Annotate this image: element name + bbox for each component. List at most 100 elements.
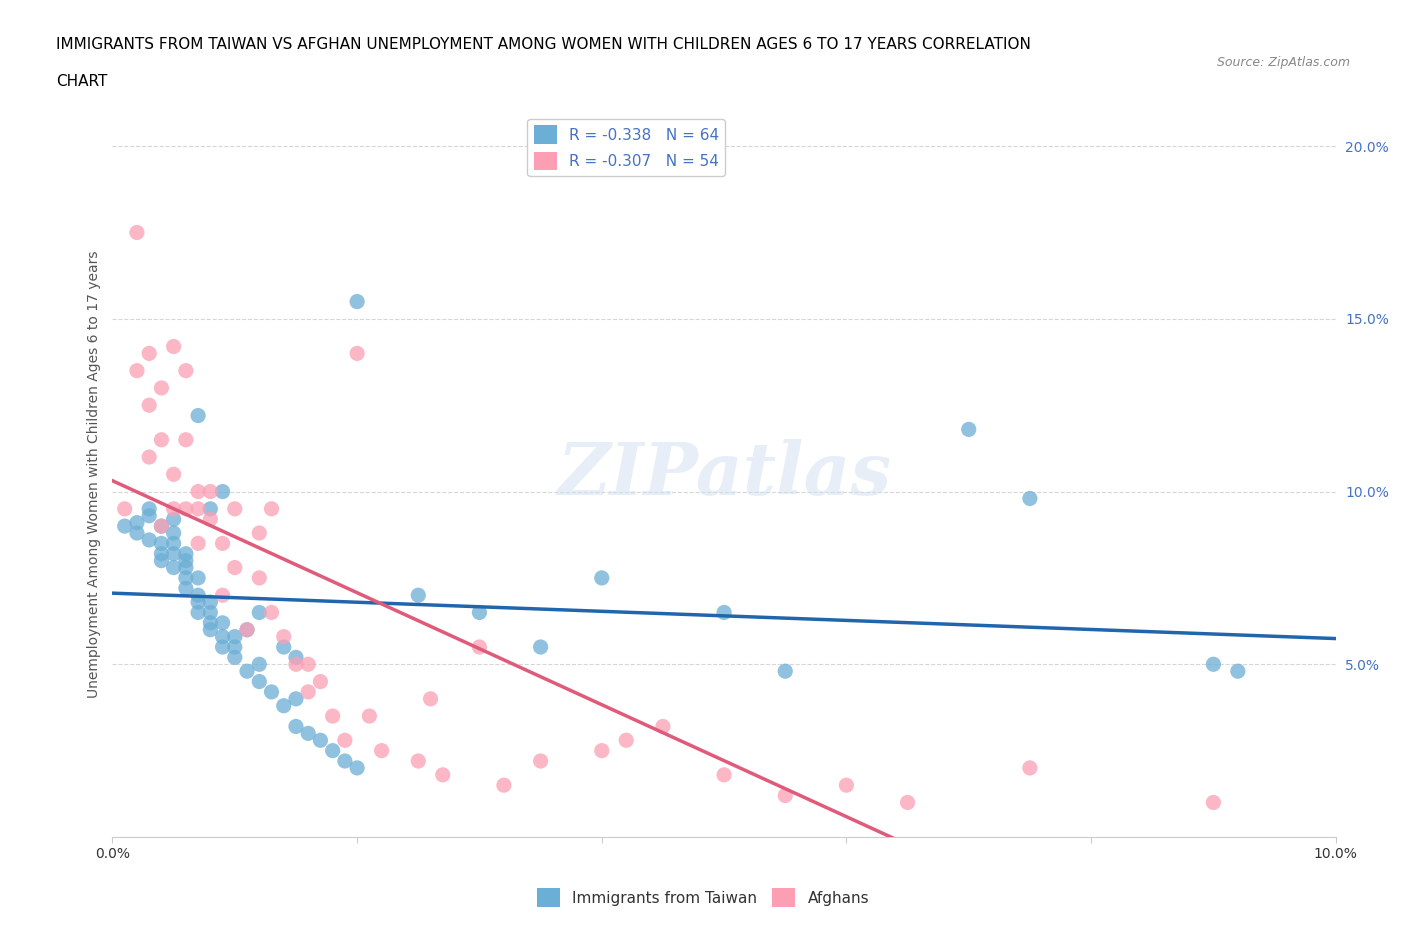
Point [297,684,319,699]
Point [236,622,259,637]
Point [1202,657,1225,671]
Legend: Immigrants from Taiwan, Afghans: Immigrants from Taiwan, Afghans [531,883,875,913]
Point [284,719,308,734]
Point [138,501,160,516]
Point [260,684,283,699]
Point [775,788,797,803]
Point [150,519,173,534]
Point [163,501,186,516]
Point [187,536,209,551]
Point [260,605,283,620]
Point [224,501,246,516]
Point [114,501,136,516]
Point [713,605,735,620]
Point [346,761,368,776]
Point [1226,664,1249,679]
Point [163,525,186,540]
Point [297,657,319,671]
Point [174,560,197,575]
Point [150,536,173,551]
Point [419,691,441,706]
Point [322,743,344,758]
Point [284,657,308,671]
Text: CHART: CHART [56,74,108,89]
Point [224,650,246,665]
Point [174,432,197,447]
Point [333,753,356,768]
Point [187,594,209,609]
Point [247,657,270,671]
Point [322,709,344,724]
Point [211,640,233,655]
Point [591,743,613,758]
Point [200,485,222,499]
Point [284,691,308,706]
Point [284,650,308,665]
Point [187,501,209,516]
Point [125,364,148,379]
Point [125,525,148,540]
Point [1202,795,1225,810]
Point [163,536,186,551]
Legend: R = -0.338   N = 64, R = -0.307   N = 54: R = -0.338 N = 64, R = -0.307 N = 54 [527,119,725,177]
Point [614,733,637,748]
Point [174,553,197,568]
Point [200,501,222,516]
Point [200,594,222,609]
Point [138,533,160,548]
Point [150,380,173,395]
Point [1018,761,1040,776]
Point [187,408,209,423]
Point [333,733,356,748]
Point [309,733,332,748]
Y-axis label: Unemployment Among Women with Children Ages 6 to 17 years: Unemployment Among Women with Children A… [87,250,101,698]
Point [163,546,186,561]
Point [346,346,368,361]
Point [200,622,222,637]
Point [187,588,209,603]
Point [492,777,515,792]
Point [211,536,233,551]
Point [174,546,197,561]
Point [236,622,259,637]
Point [163,467,186,482]
Point [125,225,148,240]
Point [138,398,160,413]
Point [211,588,233,603]
Point [174,581,197,596]
Point [652,719,675,734]
Point [138,509,160,524]
Point [468,640,491,655]
Point [897,795,920,810]
Point [174,501,197,516]
Point [957,422,980,437]
Point [346,294,368,309]
Point [200,512,222,526]
Point [247,570,270,585]
Point [187,605,209,620]
Text: Source: ZipAtlas.com: Source: ZipAtlas.com [1216,56,1350,69]
Point [174,364,197,379]
Point [224,640,246,655]
Point [150,546,173,561]
Point [236,664,259,679]
Point [468,605,491,620]
Point [247,525,270,540]
Point [224,560,246,575]
Point [591,570,613,585]
Point [408,753,430,768]
Point [150,553,173,568]
Point [187,570,209,585]
Point [125,515,148,530]
Point [370,743,392,758]
Point [359,709,381,724]
Point [309,674,332,689]
Point [260,501,283,516]
Point [163,512,186,526]
Point [200,616,222,631]
Point [114,519,136,534]
Point [530,753,553,768]
Point [211,630,233,644]
Point [713,767,735,782]
Point [247,605,270,620]
